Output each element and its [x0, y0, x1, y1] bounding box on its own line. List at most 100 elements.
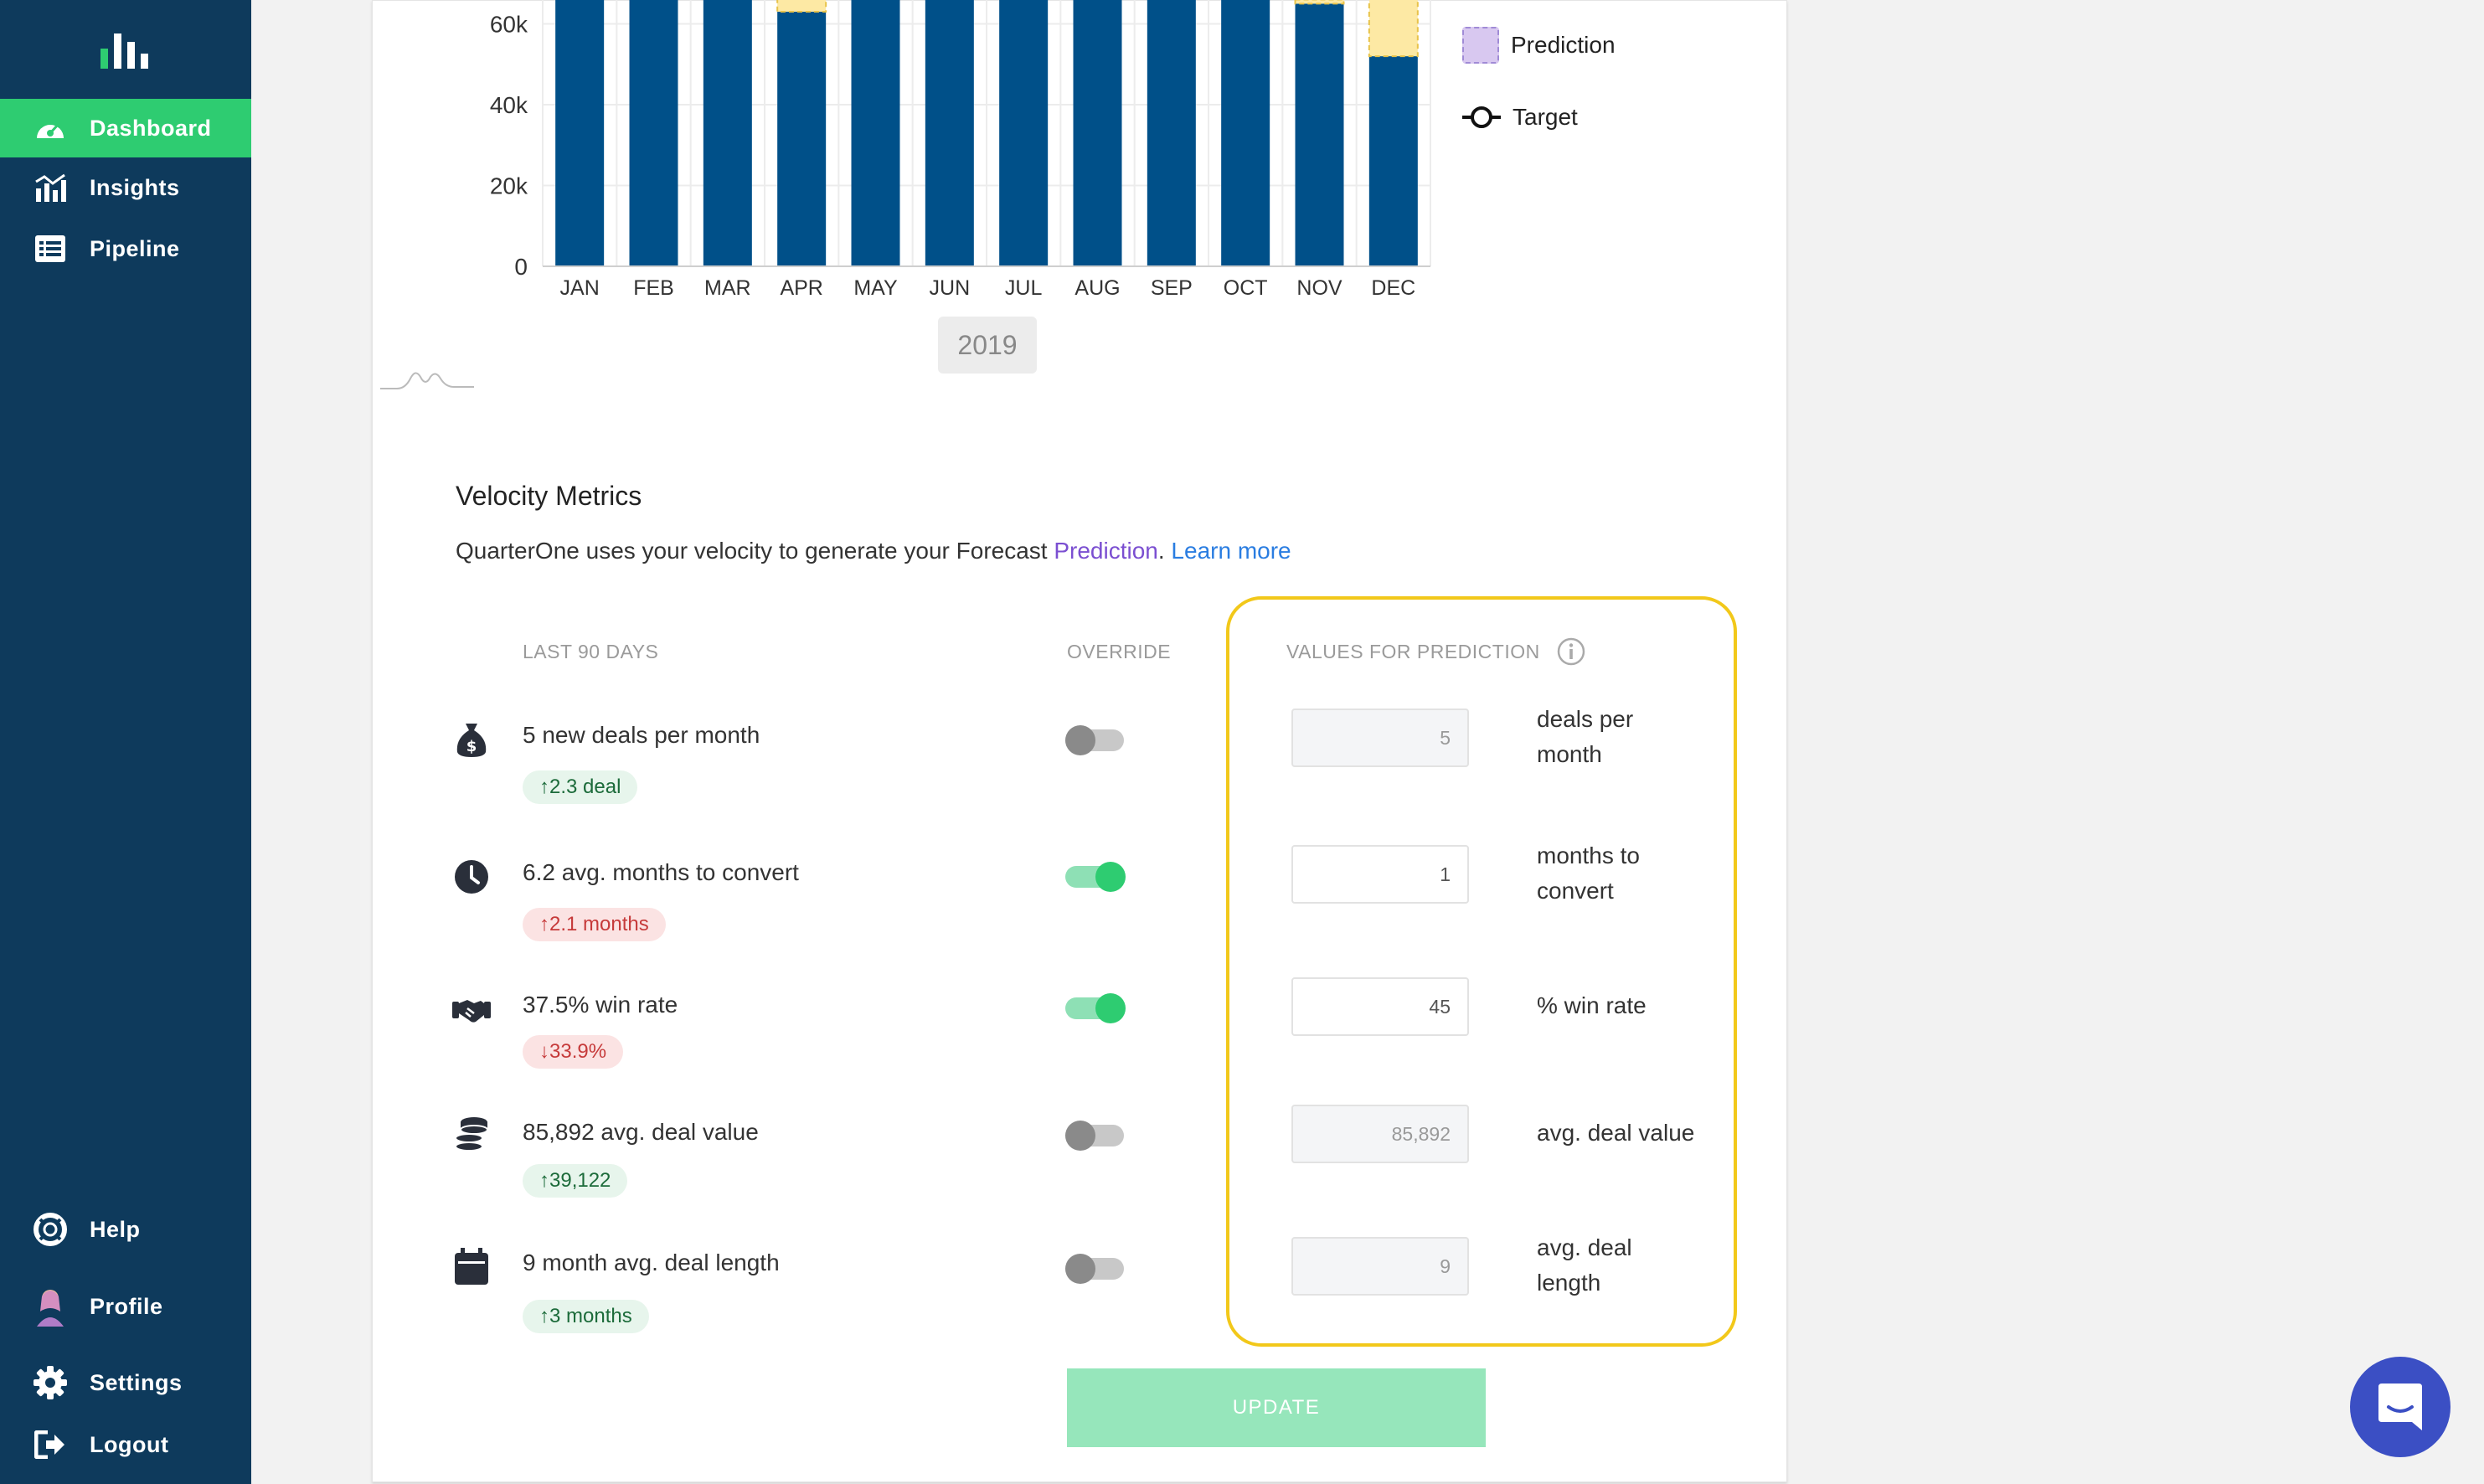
bar-actual [1295, 3, 1344, 266]
x-tick-label: DEC [1371, 276, 1415, 300]
bar-prediction [1294, 0, 1345, 5]
lifebuoy-icon [33, 1213, 67, 1246]
year-selector[interactable]: 2019 [938, 317, 1037, 374]
override-toggle[interactable] [1065, 993, 1126, 1023]
avg-deal-length-input[interactable] [1291, 1237, 1469, 1296]
arrow-up-icon: ↑ [539, 913, 549, 935]
x-tick-label: FEB [633, 276, 674, 300]
avatar-icon [33, 1290, 67, 1327]
logout-icon [33, 1428, 67, 1461]
x-tick-label: OCT [1224, 276, 1268, 300]
legend-prediction[interactable]: Prediction [1462, 27, 1616, 64]
sidebar-item-label: Pipeline [90, 235, 180, 261]
arrow-down-icon: ↓ [539, 1040, 549, 1063]
sparkline-icon [380, 372, 474, 389]
x-tick-label: JUN [930, 276, 971, 300]
chart-insights-icon [33, 171, 67, 204]
x-tick-label: SEP [1151, 276, 1193, 300]
status-badge: ↓ 33.9% [523, 1035, 624, 1069]
unit-line: avg. deal value [1537, 1120, 1695, 1146]
override-toggle[interactable] [1065, 725, 1126, 755]
x-tick-label: MAR [704, 276, 751, 300]
bar-actual [703, 0, 752, 266]
prediction-unit-label: avg. deal length [1537, 1230, 1632, 1301]
money-bag-icon: $ [456, 724, 487, 757]
badge-value: 33.9% [549, 1040, 607, 1063]
legend-target[interactable]: Target [1462, 99, 1578, 136]
update-button[interactable]: UPDATE [1067, 1368, 1486, 1447]
x-tick-label: JAN [560, 276, 600, 300]
x-tick-label: NOV [1296, 276, 1342, 300]
x-tick-label: JUL [1005, 276, 1043, 300]
unit-line: % win rate [1537, 992, 1647, 1018]
chat-icon [2378, 1384, 2422, 1430]
win-rate-input[interactable] [1291, 977, 1469, 1036]
velocity-description: QuarterOne uses your velocity to generat… [456, 538, 1291, 564]
metric-text: 6.2 avg. months to convert [523, 859, 799, 885]
bar-actual [629, 0, 678, 266]
badge-value: 39,122 [549, 1169, 611, 1192]
bar-actual [555, 0, 605, 266]
sidebar-item-logout[interactable]: Logout [0, 1415, 251, 1474]
gear-icon [33, 1366, 67, 1399]
y-tick-label: 0 [514, 254, 528, 280]
metric-text: 5 new deals per month [523, 722, 760, 748]
col-header-values-for-prediction: VALUES FOR PREDICTION [1286, 641, 1540, 662]
prediction-values-highlight [1226, 596, 1737, 1347]
months-to-convert-input[interactable] [1291, 845, 1469, 904]
arrow-up-icon: ↑ [539, 775, 549, 798]
coins-icon [455, 1117, 488, 1152]
info-icon[interactable] [1556, 636, 1586, 667]
unit-line: months to [1537, 842, 1640, 868]
sidebar-item-help[interactable]: Help [0, 1200, 251, 1259]
unit-line: deals per [1537, 706, 1634, 732]
sidebar-item-profile[interactable]: Profile [0, 1277, 251, 1336]
learn-more-link[interactable]: Learn more [1171, 538, 1291, 564]
unit-line: length [1537, 1270, 1601, 1296]
legend-label: Prediction [1511, 32, 1616, 58]
sidebar-item-label: Logout [90, 1431, 169, 1457]
y-tick-label: 60k [490, 12, 528, 38]
avg-deal-value-input[interactable] [1291, 1105, 1469, 1163]
clock-icon [455, 860, 488, 894]
x-tick-label: MAY [853, 276, 898, 300]
bar-actual [925, 0, 974, 266]
prediction-unit-label: % win rate [1537, 988, 1647, 1023]
target-marker-icon [1462, 106, 1501, 128]
override-toggle[interactable] [1065, 1121, 1126, 1151]
col-header-last-90-days: LAST 90 DAYS [523, 641, 659, 662]
bar-actual [777, 12, 827, 267]
prediction-swatch-icon [1462, 27, 1499, 64]
bar-actual [999, 0, 1049, 266]
status-badge: ↑ 2.1 months [523, 908, 666, 941]
prediction-unit-label: deals per month [1537, 702, 1633, 772]
sidebar-item-settings[interactable]: Settings [0, 1353, 251, 1412]
sidebar: Dashboard Insights Pipeline Help Profile… [0, 0, 251, 1484]
bar-actual [1368, 56, 1418, 266]
badge-value: 3 months [549, 1305, 632, 1327]
sidebar-item-pipeline[interactable]: Pipeline [0, 219, 251, 278]
sidebar-item-label: Settings [90, 1369, 183, 1395]
deals-per-month-input[interactable] [1291, 709, 1469, 767]
arrow-up-icon: ↑ [539, 1305, 549, 1327]
logo-bars-icon [100, 33, 148, 69]
y-tick-label: 20k [490, 173, 528, 199]
handshake-icon [452, 1000, 491, 1023]
x-tick-label: AUG [1075, 276, 1120, 300]
status-badge: ↑ 3 months [523, 1300, 649, 1333]
chat-launcher-button[interactable] [2350, 1357, 2451, 1457]
override-toggle[interactable] [1065, 862, 1126, 892]
bar-actual [1147, 0, 1196, 266]
metric-text: 85,892 avg. deal value [523, 1119, 759, 1145]
status-badge: ↑ 2.3 deal [523, 770, 638, 804]
bar-prediction [1368, 0, 1419, 58]
override-toggle[interactable] [1065, 1254, 1126, 1284]
sidebar-item-label: Insights [90, 174, 180, 200]
bar-actual [1073, 0, 1122, 266]
sidebar-item-dashboard[interactable]: Dashboard [0, 99, 251, 157]
sidebar-item-insights[interactable]: Insights [0, 158, 251, 217]
unit-line: convert [1537, 878, 1614, 904]
prediction-term: Prediction [1054, 538, 1158, 564]
badge-value: 2.1 months [549, 913, 649, 935]
metric-text: 37.5% win rate [523, 992, 678, 1018]
